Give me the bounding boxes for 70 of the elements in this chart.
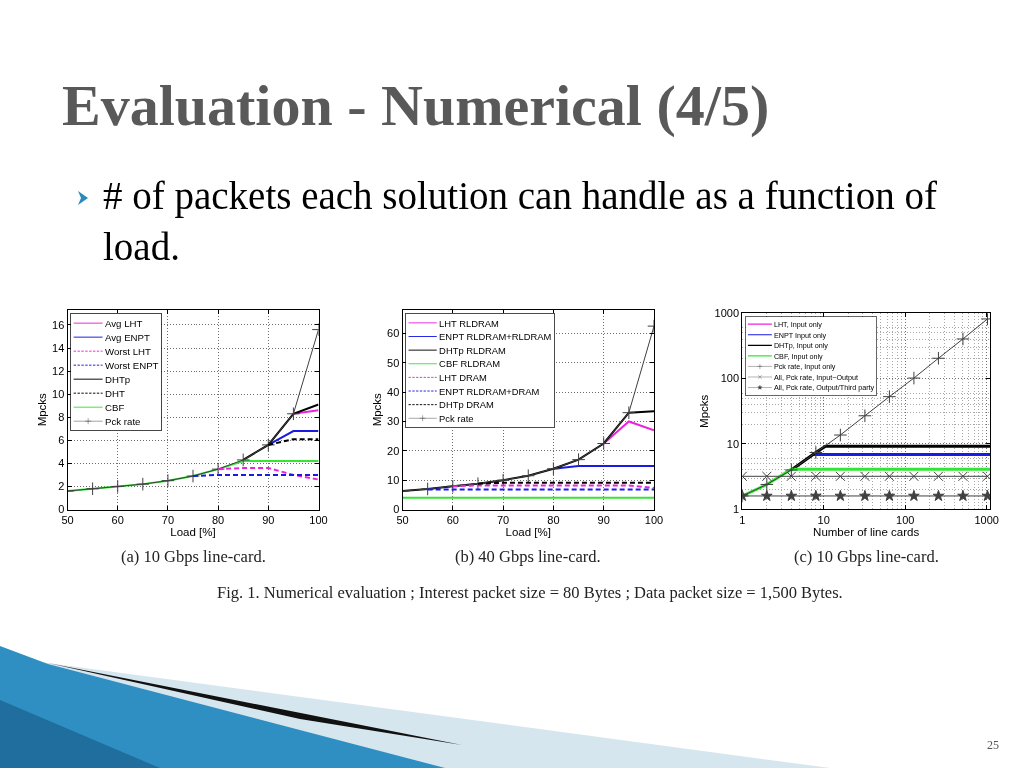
text: # of packets each solution can handle as a function of load. [103, 174, 937, 268]
y-tick-label: 0 [393, 503, 400, 516]
x-tick-label: 100 [309, 513, 328, 526]
y-tick-label: 12 [52, 364, 65, 377]
text: (a) 10 Gbps line-card. [121, 547, 266, 566]
legend-label: LHT DRAM [439, 372, 488, 384]
text: Evaluation - Numerical (4/5) [62, 73, 770, 138]
y-tick-label: 1 [732, 503, 740, 516]
x-axis-title: Load [%] [170, 526, 216, 539]
legend-label: LHT RLDRAM [439, 317, 500, 329]
y-tick-label: 50 [387, 356, 400, 369]
legend-label: DHTp RLDRAM [439, 344, 507, 356]
y-tick-label: 4 [58, 457, 65, 470]
x-tick-label: 80 [547, 513, 560, 526]
x-tick-label: 100 [896, 513, 915, 526]
y-tick-label: 10 [52, 388, 65, 401]
y-tick-label: 20 [387, 444, 400, 457]
legend-label: CBF, Input only [773, 351, 824, 361]
legend-label: LHT, Input only [773, 319, 823, 329]
legend-label: DHTp DRAM [439, 399, 495, 411]
y-tick-label: 0 [58, 503, 65, 516]
y-tick-label: 6 [58, 434, 65, 447]
legend-label: DHTp [105, 373, 131, 385]
y-axis-title: Mpcks [370, 392, 383, 427]
x-tick-label: 50 [396, 513, 409, 526]
legend-label: Pck rate [439, 412, 474, 424]
legend-label: CBF RLDRAM [439, 358, 501, 370]
legend-label: Pck rate, Input only [773, 362, 836, 372]
legend-label: Worst LHT [105, 345, 152, 357]
y-tick-label: 14 [52, 341, 65, 354]
legend-label: DHT [105, 387, 125, 399]
y-tick-label: 2 [58, 480, 65, 493]
legend-label: ENPT RLDRAM+DRAM [439, 385, 540, 397]
y-tick-label: 10 [726, 437, 740, 450]
x-tick-label: 70 [161, 513, 175, 526]
y-tick-label: 30 [387, 415, 400, 428]
x-axis-title: Number of line cards [813, 526, 920, 539]
x-tick-label: 10 [817, 513, 830, 526]
x-tick-label: 60 [111, 513, 124, 526]
text: (b) 40 Gbps line-card. [455, 547, 601, 566]
y-axis-title: Mpcks [698, 394, 711, 428]
legend-label: All, Pck rate, Input−Output [773, 372, 859, 382]
x-tick-label: 1000 [974, 513, 999, 526]
x-tick-label: 100 [644, 513, 664, 526]
text: (c) 10 Gbps line-card. [794, 547, 939, 566]
y-tick-label: 100 [720, 372, 740, 385]
y-tick-label: 1000 [714, 307, 740, 320]
y-tick-label: 60 [387, 327, 400, 340]
legend-label: ENPT RLDRAM+RLDRAM [439, 331, 552, 343]
x-tick-label: 80 [211, 513, 225, 526]
legend-label: CBF [105, 401, 125, 413]
y-tick-label: 16 [52, 318, 65, 331]
x-tick-label: 70 [496, 513, 510, 526]
legend-label: DHTp, Input only [773, 341, 829, 351]
legend-label: Avg LHT [105, 317, 143, 329]
x-tick-label: 90 [262, 513, 275, 526]
legend-label: Worst ENPT [105, 359, 159, 371]
x-tick-label: 90 [597, 513, 610, 526]
x-axis-title: Load [%] [505, 526, 551, 539]
y-tick-label: 10 [387, 474, 400, 487]
legend-label: Avg ENPT [105, 331, 151, 343]
caption: Fig. 1. Numerical evaluation ; Interest packet size = 80 Bytes ; Data packet size = 1,500 Bytes. [217, 583, 843, 602]
text: 25 [987, 738, 999, 752]
y-axis-title: Mpcks [35, 392, 48, 427]
y-tick-label: 8 [58, 411, 65, 424]
legend-label: ENPT Input only [773, 330, 827, 340]
legend-label: Pck rate [105, 415, 141, 427]
legend-label: All, Pck rate, Output/Third party [773, 383, 875, 393]
x-tick-label: 60 [446, 513, 459, 526]
y-tick-label: 40 [387, 386, 400, 398]
